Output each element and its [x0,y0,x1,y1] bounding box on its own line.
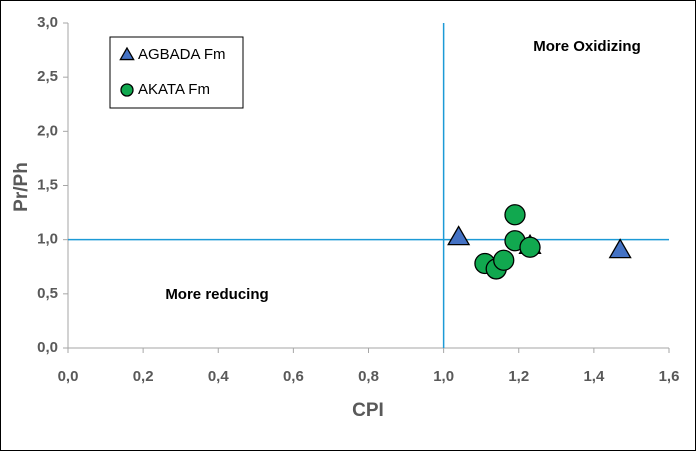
x-tick-label: 0,4 [208,368,230,385]
x-tick-label: 0,6 [283,368,304,385]
legend-label: AGBADA Fm [138,46,226,63]
legend-label: AKATA Fm [138,81,210,98]
point [519,236,541,258]
legend-marker [120,83,134,97]
x-tick-label: 1,6 [659,368,680,385]
y-axis-title: Pr/Ph [11,162,32,212]
y-tick-label: 0,0 [37,339,58,356]
legend-box [109,36,244,109]
y-tick-label: 3,0 [37,14,58,31]
y-tick-label: 0,5 [37,285,58,302]
x-axis-title: CPI [352,400,384,421]
legend-marker [119,46,135,61]
x-tick-label: 1,2 [508,368,529,385]
annotation: More Oxidizing [533,38,641,55]
x-tick-label: 0,0 [58,368,79,385]
y-tick-label: 2,5 [37,68,58,85]
x-tick-label: 0,8 [358,368,379,385]
point [493,249,515,271]
point [608,238,632,259]
x-tick-label: 1,0 [433,368,454,385]
point [447,225,471,246]
y-tick-label: 1,5 [37,176,58,193]
y-tick-label: 2,0 [37,122,58,139]
y-tick-label: 1,0 [37,231,58,248]
x-tick-label: 0,2 [133,368,154,385]
annotation: More reducing [165,286,268,303]
x-tick-label: 1,4 [583,368,605,385]
point [504,204,526,226]
